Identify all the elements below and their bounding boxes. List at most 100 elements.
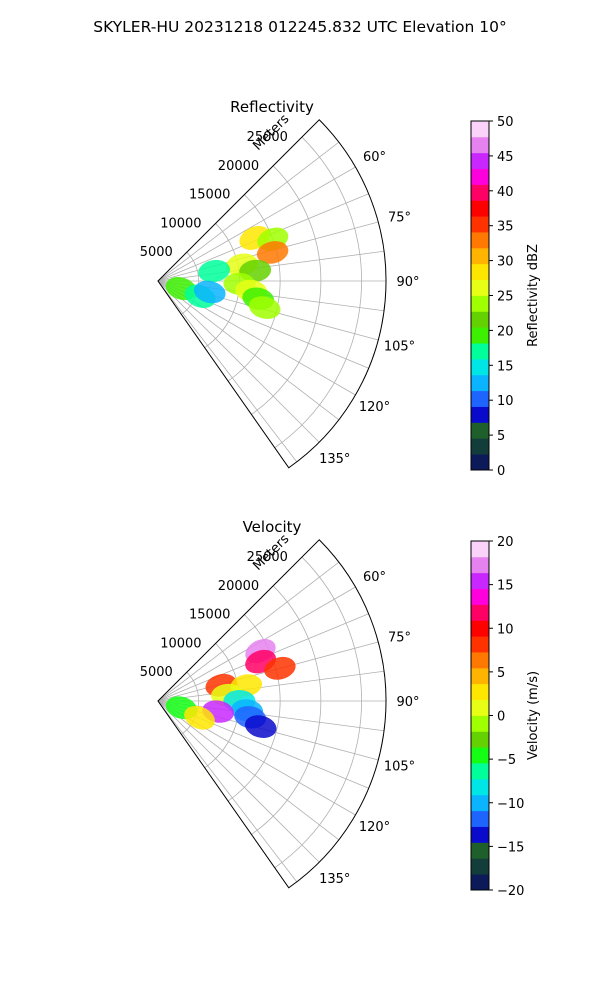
radial-tick-label: 15000 <box>189 188 230 203</box>
colorbar-swatch <box>471 406 489 423</box>
radial-tick-label: 10000 <box>160 636 201 651</box>
azimuth-gridline <box>157 561 340 702</box>
colorbar-swatch <box>471 731 489 748</box>
azimuth-tick-label: 105° <box>384 340 415 355</box>
echo-cell <box>184 705 215 730</box>
echo-cell <box>244 715 277 738</box>
colorbar-swatch <box>471 556 489 574</box>
azimuth-gridline <box>157 166 356 282</box>
colorbar-label: Velocity (m/s) <box>526 671 541 760</box>
colorbar-swatch <box>471 200 489 217</box>
colorbar-swatch <box>471 588 489 605</box>
colorbar-swatch <box>471 778 489 796</box>
colorbar-swatch <box>471 438 489 455</box>
echo-cell <box>264 656 296 680</box>
colorbar-swatch <box>471 247 489 265</box>
colorbar-tick-label: −15 <box>497 840 524 855</box>
colorbar-swatch <box>471 168 489 185</box>
colorbar-swatch <box>471 232 489 249</box>
colorbar-swatch <box>471 184 489 201</box>
radial-tick-label: 5000 <box>140 245 173 260</box>
azimuth-tick-label: 90° <box>396 275 419 290</box>
colorbar-tick-label: 15 <box>497 359 514 374</box>
azimuth-tick-label: 135° <box>319 872 350 887</box>
azimuth-gridline <box>157 250 385 282</box>
colorbar-tick-label: 5 <box>497 429 505 444</box>
colorbar-swatch <box>471 699 489 716</box>
colorbar-swatch <box>471 454 489 471</box>
azimuth-gridline <box>157 141 340 282</box>
colorbar-swatch <box>471 295 489 312</box>
colorbar-swatch <box>471 136 489 154</box>
colorbar-swatch <box>471 620 489 637</box>
echo-cell <box>248 296 281 319</box>
sector-frame <box>157 119 387 469</box>
azimuth-tick-label: 60° <box>363 150 386 165</box>
colorbar-swatch <box>471 311 489 328</box>
range-ring <box>274 556 362 869</box>
colorbar-tick-label: −10 <box>497 797 524 812</box>
range-ring <box>181 671 200 735</box>
reflectivity-colorbar: 0 5 10 15 20 25 30 35 40 45 50 Reflectivity dBZ <box>470 115 541 479</box>
colorbar-swatch <box>471 810 489 827</box>
velocity-polar-plot: 500010000150002000025000Meters60°75°90°1… <box>140 532 420 889</box>
colorbar-tick-label: 35 <box>497 220 514 235</box>
velocity-colorbar: −20 −15 −10 −5 0 5 10 15 20 Velocity (m/s) <box>470 535 541 899</box>
colorbar-swatch <box>471 715 489 732</box>
colorbar-tick-label: 10 <box>497 394 514 409</box>
colorbar-swatch <box>471 343 489 360</box>
colorbar-swatch <box>471 683 489 701</box>
colorbar-swatch <box>471 874 489 891</box>
range-ring <box>274 136 362 449</box>
sector-frame <box>157 539 387 889</box>
azimuth-gridline <box>157 700 320 863</box>
radial-tick-label: 20000 <box>218 159 259 174</box>
azimuth-tick-label: 120° <box>359 820 390 835</box>
azimuth-tick-label: 120° <box>359 400 390 415</box>
colorbar-swatch <box>471 747 489 764</box>
range-ring <box>251 165 322 415</box>
reflectivity-polar-plot: 500010000150002000025000Meters60°75°90°1… <box>140 112 420 469</box>
reflectivity-title: Reflectivity <box>230 98 314 116</box>
velocity-title: Velocity <box>243 518 302 536</box>
azimuth-gridline <box>157 280 340 421</box>
azimuth-gridline <box>157 700 298 883</box>
azimuth-tick-label: 105° <box>384 760 415 775</box>
colorbar-swatch <box>471 572 489 589</box>
colorbar-tick-label: 45 <box>497 150 514 165</box>
radial-tick-label: 20000 <box>218 579 259 594</box>
colorbar-swatch <box>471 422 489 439</box>
colorbar-tick-label: 0 <box>497 710 505 725</box>
radial-tick-label: 10000 <box>160 216 201 231</box>
colorbar-tick-label: 20 <box>497 324 514 339</box>
range-ring <box>227 194 281 382</box>
colorbar-tick-label: −20 <box>497 884 524 899</box>
colorbar-swatch <box>471 636 489 653</box>
colorbar-tick-label: 25 <box>497 290 514 305</box>
echo-cell <box>198 259 231 283</box>
colorbar-label: Reflectivity dBZ <box>526 244 541 347</box>
colorbar-swatch <box>471 842 489 859</box>
azimuth-gridline <box>157 280 320 443</box>
echo-cell <box>193 280 226 304</box>
colorbar-swatch <box>471 541 489 558</box>
colorbar-tick-label: 20 <box>497 535 514 550</box>
azimuth-gridline <box>157 670 385 702</box>
azimuth-tick-label: 75° <box>388 630 411 645</box>
radial-tick-label: 25000 <box>247 130 288 145</box>
azimuth-tick-label: 135° <box>319 452 350 467</box>
colorbar-swatch <box>471 358 489 376</box>
colorbar-swatch <box>471 604 489 621</box>
azimuth-gridline <box>157 700 340 841</box>
range-ring <box>251 585 322 835</box>
colorbar-swatch <box>471 390 489 407</box>
radial-tick-label: 25000 <box>247 550 288 565</box>
colorbar-swatch <box>471 858 489 875</box>
colorbar-tick-label: 10 <box>497 622 514 637</box>
colorbar-tick-label: 15 <box>497 579 514 594</box>
radial-tick-label: 5000 <box>140 665 173 680</box>
azimuth-tick-label: 90° <box>396 695 419 710</box>
colorbar-tick-label: 0 <box>497 464 505 479</box>
colorbar-swatch <box>471 794 489 812</box>
